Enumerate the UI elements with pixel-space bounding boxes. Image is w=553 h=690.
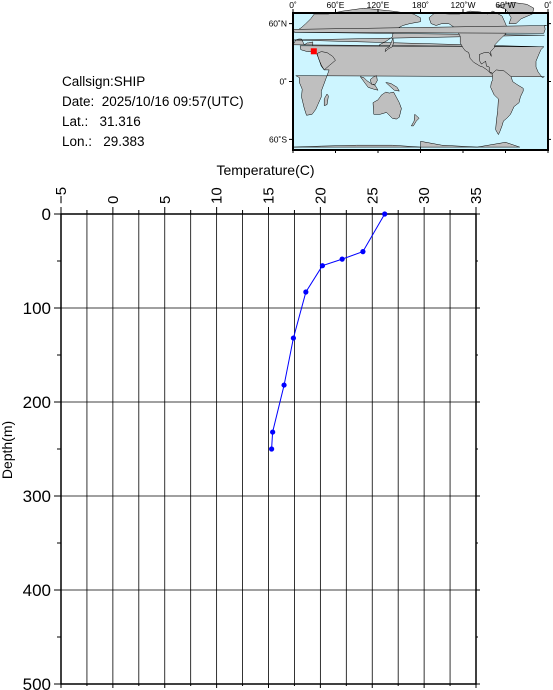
data-point (382, 211, 388, 217)
land-mass-7 (384, 38, 394, 53)
map-lon-label: 60˚E (327, 0, 345, 10)
data-point (319, 263, 326, 269)
data-point (281, 382, 287, 388)
map-lat-label: 60˚N (269, 19, 287, 29)
y-tick-label: 200 (23, 393, 51, 412)
data-point (270, 429, 276, 435)
x-tick-label: 10 (209, 187, 226, 204)
x-tick-label: −5 (53, 187, 70, 204)
date-label: Date: 2025/10/16 09:57(UTC) (62, 94, 244, 109)
data-point (290, 335, 296, 341)
land-mass-14 (410, 113, 420, 127)
y-tick-label: 300 (23, 487, 51, 506)
temperature-profile-line (271, 213, 386, 450)
land-mass-10 (490, 69, 524, 136)
y-tick-label: 500 (23, 675, 51, 690)
land-mass-5 (369, 75, 378, 85)
y-tick-label: 400 (23, 581, 51, 600)
x-tick-label: 35 (468, 187, 485, 204)
y-tick-label: 100 (23, 299, 51, 318)
land-mass-6 (384, 82, 400, 92)
land-mass-2 (316, 51, 336, 71)
data-point (303, 289, 309, 295)
y-tick-label: 0 (42, 205, 51, 224)
longitude-label: Lon.: 29.383 (62, 134, 145, 149)
data-point (339, 256, 345, 262)
x-axis-label: Temperature(C) (216, 162, 314, 178)
map-lon-label: 0˚ (289, 0, 297, 10)
y-axis-label: Depth(m) (0, 421, 15, 479)
x-tick-label: 20 (312, 187, 329, 204)
latitude-label: Lat.: 31.316 (62, 114, 141, 129)
map-lon-label: 120˚E (367, 0, 390, 10)
world-map: 0˚ 60˚E 120˚E 180˚ 120˚W 60˚W 0˚60˚N0˚60˚S (269, 0, 552, 153)
x-tick-label: 15 (261, 187, 278, 204)
data-point (360, 249, 366, 255)
data-point (269, 446, 275, 452)
x-tick-label: 25 (364, 187, 381, 204)
x-tick-label: 0 (105, 196, 122, 204)
map-lat-label: 0˚ (279, 77, 287, 87)
map-lon-label: 0˚ (544, 0, 552, 10)
map-lon-label: 120˚W (450, 0, 475, 10)
land-mass-4 (359, 76, 379, 91)
map-lon-label: 60˚W (495, 0, 515, 10)
callsign-label: Callsign:SHIP (62, 74, 146, 89)
x-tick-label: 5 (157, 196, 174, 204)
land-mass-12 (292, 25, 547, 34)
land-mass-13 (323, 93, 329, 106)
station-info: Callsign:SHIP Date: 2025/10/16 09:57(UTC… (62, 72, 244, 152)
map-lon-label: 180˚ (412, 0, 429, 10)
x-tick-label: 30 (416, 187, 433, 204)
land-mass-3 (372, 91, 402, 120)
map-lat-label: 60˚S (269, 134, 287, 144)
station-marker (310, 48, 317, 55)
